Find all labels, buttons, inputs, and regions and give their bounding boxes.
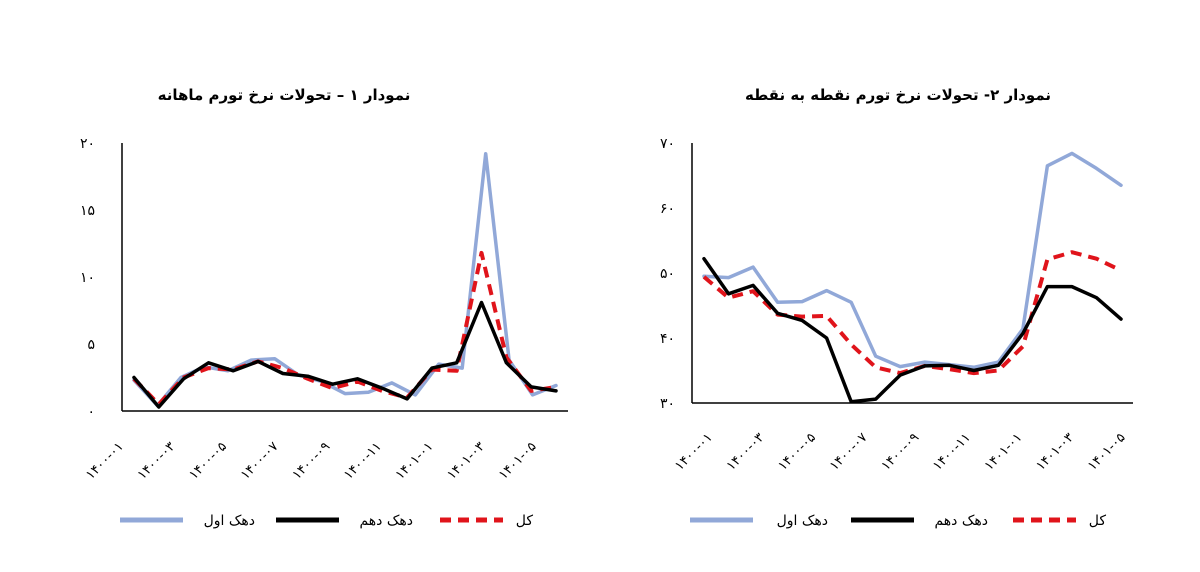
x-tick-label: ۱۴۰۱-۰۱: [393, 439, 437, 483]
y-tick-label: ۴۰: [660, 331, 675, 347]
x-tick-label: ۱۴۰۰-۰۳: [724, 430, 768, 474]
x-tick-label: ۱۴۰۰-۰۷: [827, 430, 871, 474]
chart-1-title: نمودار ۱ – تحولات نرخ تورم ماهانه: [157, 86, 411, 104]
x-tick-label: ۱۴۰۰-۱۱: [341, 439, 385, 483]
x-tick-label: ۱۴۰۰-۰۳: [135, 439, 179, 483]
y-tick-label: ۵۰: [660, 266, 675, 282]
chart-2-panel: نمودار ۲- تحولات نرخ تورم نقطه به نقطه ۳…: [600, 0, 1200, 572]
legend-label: کل: [1089, 513, 1107, 529]
legend-label: کل: [516, 513, 534, 529]
y-tick-label: ۷۰: [660, 136, 675, 152]
x-tick-label: ۱۴۰۱-۰۵: [1085, 430, 1129, 474]
y-tick-label: ۱۰: [80, 270, 95, 286]
chart-2-title: نمودار ۲- تحولات نرخ تورم نقطه به نقطه: [744, 86, 1052, 104]
x-tick-label: ۱۴۰۰-۱۱: [930, 430, 974, 474]
x-tick-label: ۱۴۰۱-۰۳: [444, 439, 488, 483]
y-tick-label: ۶۰: [660, 201, 675, 217]
legend-label: دهک دهم: [934, 513, 988, 529]
series-line-0: [132, 151, 558, 408]
y-tick-label: ۳۰: [660, 396, 675, 412]
y-tick-label: ۱۵: [80, 203, 95, 219]
y-tick-label: ۰: [87, 404, 95, 420]
legend-label: دهک اول: [777, 513, 828, 529]
x-tick-label: ۱۴۰۰-۰۹: [290, 439, 334, 483]
x-tick-label: ۱۴۰۱-۰۳: [1033, 430, 1077, 474]
x-tick-label: ۱۴۰۱-۰۵: [496, 439, 540, 483]
chart-1-panel: نمودار ۱ – تحولات نرخ تورم ماهانه ۰ ۵ ۱۰ ۱۵…: [80, 86, 568, 529]
series-line-2: [702, 250, 1122, 376]
x-tick-label: ۱۴۰۰-۰۷: [238, 439, 282, 483]
x-tick-label: ۱۴۰۰-۰۹: [879, 430, 923, 474]
x-tick-label: ۱۴۰۱-۰۱: [982, 430, 1026, 474]
series-line-1: [132, 300, 558, 409]
x-tick-label: ۱۴۰۰-۰۵: [186, 439, 230, 483]
x-tick-label: ۱۴۰۰-۰۵: [775, 430, 819, 474]
series-line-0: [702, 151, 1123, 370]
legend-label: دهک اول: [204, 513, 255, 529]
x-tick-label: ۱۴۰۰-۰۱: [83, 439, 127, 483]
x-tick-label: ۱۴۰۰-۰۱: [672, 430, 716, 474]
series-line-2: [132, 250, 557, 407]
y-tick-label: ۲۰: [80, 136, 95, 152]
legend-label: دهک دهم: [359, 513, 413, 529]
series-line-1: [702, 256, 1123, 404]
y-tick-label: ۵: [87, 337, 95, 353]
